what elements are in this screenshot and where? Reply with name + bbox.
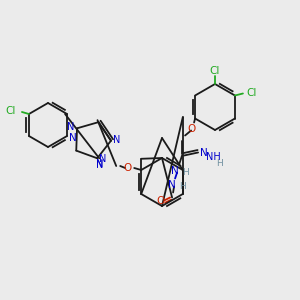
Text: Cl: Cl: [210, 66, 220, 76]
Text: N: N: [98, 154, 106, 164]
Text: H: H: [182, 168, 188, 177]
Text: N: N: [67, 122, 75, 132]
Text: Cl: Cl: [6, 106, 16, 116]
Text: N: N: [69, 133, 77, 143]
Text: N: N: [95, 160, 103, 170]
Text: N: N: [95, 159, 103, 169]
Text: H: H: [216, 159, 223, 168]
Text: N: N: [113, 135, 121, 145]
Text: O: O: [123, 163, 131, 173]
Text: N: N: [168, 179, 176, 190]
Text: N: N: [171, 166, 179, 176]
Text: O: O: [187, 124, 195, 134]
Text: O: O: [156, 196, 164, 206]
Text: NH: NH: [206, 152, 220, 163]
Text: Cl: Cl: [247, 88, 257, 98]
Text: N: N: [200, 148, 208, 158]
Text: H: H: [179, 182, 185, 191]
